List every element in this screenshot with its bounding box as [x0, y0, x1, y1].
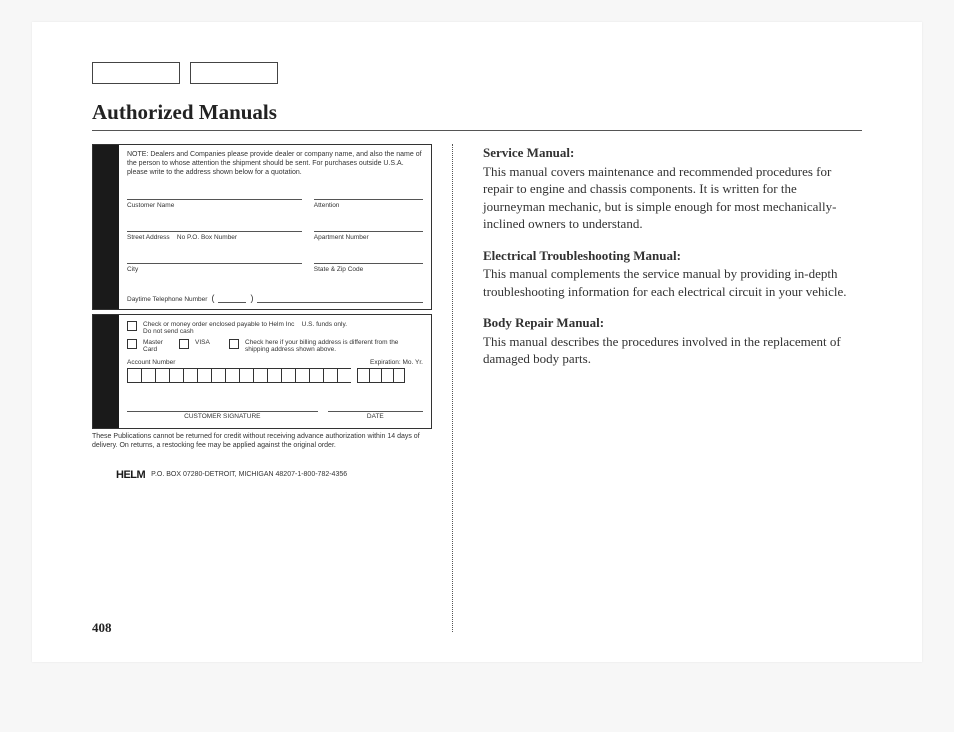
phone-area-input[interactable]: [218, 294, 246, 303]
payment-form: Check or money order enclosed payable to…: [92, 314, 432, 429]
check-checkbox[interactable]: [127, 321, 137, 331]
company-footer: HELM P.O. BOX 07280-DETROIT, MICHIGAN 48…: [92, 469, 432, 481]
service-manual-heading: Service Manual:: [483, 144, 862, 162]
phone-label: Daytime Telephone Number: [127, 296, 207, 303]
phone-number-input[interactable]: [257, 294, 423, 303]
street-input[interactable]: [127, 231, 302, 232]
check-label: Check or money order enclosed payable to…: [143, 321, 294, 328]
title-rule: [92, 130, 862, 131]
company-address: P.O. BOX 07280-DETROIT, MICHIGAN 48207-1…: [151, 471, 347, 478]
state-zip-label: State & Zip Code: [314, 266, 423, 273]
signature-line[interactable]: CUSTOMER SIGNATURE: [127, 411, 318, 420]
visa-checkbox[interactable]: [179, 339, 189, 349]
electrical-manual-body: This manual complements the service manu…: [483, 265, 862, 300]
mastercard-checkbox[interactable]: [127, 339, 137, 349]
expiration-label: Expiration: Mo. Yr.: [370, 359, 423, 366]
blackbar: [93, 145, 119, 309]
order-note: NOTE: Dealers and Companies please provi…: [127, 150, 423, 177]
funds-note: U.S. funds only.: [302, 321, 347, 328]
customer-name-label: Customer Name: [127, 202, 302, 209]
helm-logo: HELM: [116, 469, 145, 481]
shipping-form: NOTE: Dealers and Companies please provi…: [92, 144, 432, 310]
manual-descriptions: Service Manual: This manual covers maint…: [483, 144, 862, 632]
tab-placeholder-2: [190, 62, 278, 84]
content-columns: NOTE: Dealers and Companies please provi…: [92, 144, 862, 632]
apartment-label: Apartment Number: [314, 234, 423, 241]
attention-label: Attention: [314, 202, 423, 209]
mastercard-label: Master Card: [143, 339, 173, 353]
page-title: Authorized Manuals: [92, 100, 277, 125]
account-number-boxes[interactable]: [127, 368, 423, 383]
diff-address-checkbox[interactable]: [229, 339, 239, 349]
return-disclaimer: These Publications cannot be returned fo…: [92, 433, 432, 451]
no-cash-note: Do not send cash: [143, 328, 194, 335]
blackbar: [93, 315, 119, 428]
attention-input[interactable]: [314, 199, 423, 200]
tab-row: [92, 62, 278, 84]
page-number: 408: [92, 620, 112, 636]
service-manual-body: This manual covers maintenance and recom…: [483, 163, 862, 233]
electrical-manual-heading: Electrical Troubleshooting Manual:: [483, 247, 862, 265]
order-form-column: NOTE: Dealers and Companies please provi…: [92, 144, 432, 632]
tab-placeholder-1: [92, 62, 180, 84]
column-divider: [452, 144, 453, 632]
diff-address-label: Check here if your billing address is di…: [245, 339, 423, 353]
customer-name-input[interactable]: [127, 199, 302, 200]
city-input[interactable]: [127, 263, 302, 264]
body-repair-heading: Body Repair Manual:: [483, 314, 862, 332]
document-page: Authorized Manuals NOTE: Dealers and Com…: [32, 22, 922, 662]
visa-label: VISA: [195, 339, 223, 346]
apartment-input[interactable]: [314, 231, 423, 232]
body-repair-body: This manual describes the procedures inv…: [483, 333, 862, 368]
date-line[interactable]: DATE: [328, 411, 423, 420]
city-label: City: [127, 266, 302, 273]
account-number-label: Account Number: [127, 359, 175, 366]
state-zip-input[interactable]: [314, 263, 423, 264]
street-label: Street Address No P.O. Box Number: [127, 234, 302, 241]
